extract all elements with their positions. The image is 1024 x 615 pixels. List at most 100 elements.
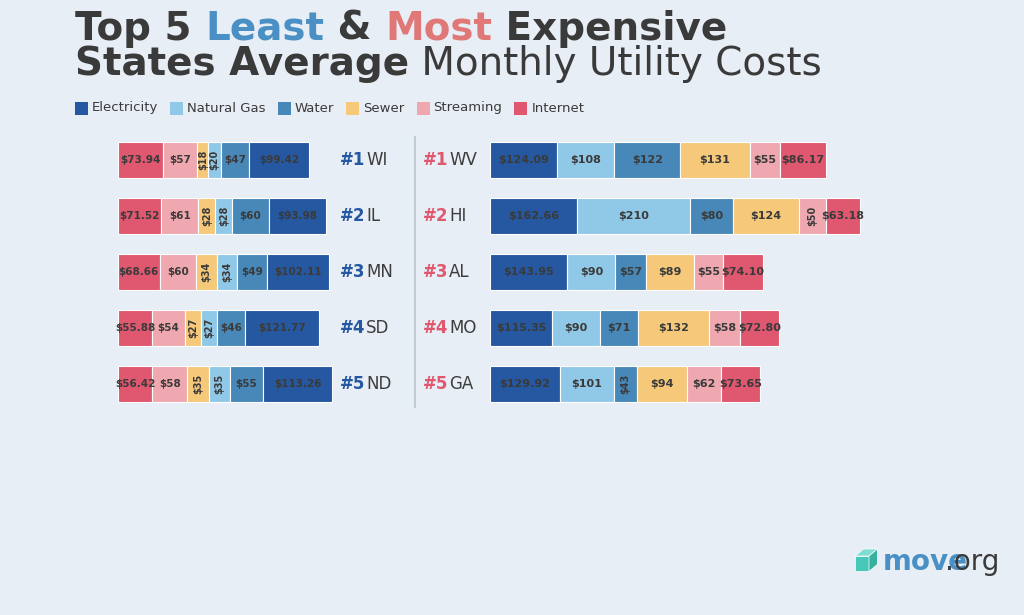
Text: $68.66: $68.66 xyxy=(119,267,159,277)
FancyBboxPatch shape xyxy=(690,198,733,234)
Text: $89: $89 xyxy=(658,267,682,277)
FancyBboxPatch shape xyxy=(199,198,215,234)
FancyBboxPatch shape xyxy=(215,198,232,234)
Text: $113.26: $113.26 xyxy=(273,379,322,389)
FancyBboxPatch shape xyxy=(267,254,329,290)
Text: MN: MN xyxy=(366,263,393,281)
Text: $34: $34 xyxy=(222,262,232,282)
Text: $210: $210 xyxy=(618,211,649,221)
Text: $108: $108 xyxy=(570,155,601,165)
FancyBboxPatch shape xyxy=(490,254,567,290)
Text: #4: #4 xyxy=(340,319,366,337)
Text: $18: $18 xyxy=(198,150,208,170)
FancyBboxPatch shape xyxy=(230,366,263,402)
Text: $35: $35 xyxy=(194,374,203,394)
Text: $124.09: $124.09 xyxy=(498,155,549,165)
FancyBboxPatch shape xyxy=(217,254,238,290)
Text: $94: $94 xyxy=(650,379,674,389)
FancyBboxPatch shape xyxy=(198,142,208,178)
FancyBboxPatch shape xyxy=(153,366,187,402)
Text: IL: IL xyxy=(366,207,380,225)
Text: $73.94: $73.94 xyxy=(120,155,161,165)
Text: GA: GA xyxy=(449,375,473,393)
Text: $61: $61 xyxy=(169,211,190,221)
Text: $71.52: $71.52 xyxy=(120,211,160,221)
FancyBboxPatch shape xyxy=(278,102,291,115)
Text: $102.11: $102.11 xyxy=(274,267,322,277)
Text: Top 5: Top 5 xyxy=(75,10,205,48)
Text: $74.10: $74.10 xyxy=(722,267,765,277)
FancyBboxPatch shape xyxy=(490,142,557,178)
Text: $143.95: $143.95 xyxy=(503,267,554,277)
Text: $57: $57 xyxy=(169,155,191,165)
Text: SD: SD xyxy=(366,319,389,337)
Text: #1: #1 xyxy=(340,151,366,169)
Text: $73.65: $73.65 xyxy=(719,379,762,389)
Text: $122: $122 xyxy=(632,155,663,165)
Text: #5: #5 xyxy=(340,375,366,393)
FancyBboxPatch shape xyxy=(687,366,721,402)
Text: $56.42: $56.42 xyxy=(115,379,156,389)
Text: $57: $57 xyxy=(620,267,642,277)
FancyBboxPatch shape xyxy=(75,102,88,115)
Text: #2: #2 xyxy=(423,207,449,225)
FancyBboxPatch shape xyxy=(160,254,196,290)
Text: $93.98: $93.98 xyxy=(278,211,317,221)
Text: .org: .org xyxy=(945,548,999,576)
FancyBboxPatch shape xyxy=(217,310,246,346)
Text: $55: $55 xyxy=(754,155,776,165)
Text: $47: $47 xyxy=(224,155,246,165)
Text: #5: #5 xyxy=(423,375,449,393)
FancyBboxPatch shape xyxy=(514,102,527,115)
FancyBboxPatch shape xyxy=(263,366,332,402)
FancyBboxPatch shape xyxy=(184,310,201,346)
Text: $35: $35 xyxy=(214,374,224,394)
FancyBboxPatch shape xyxy=(709,310,740,346)
Text: $27: $27 xyxy=(187,318,198,338)
FancyBboxPatch shape xyxy=(170,102,183,115)
Text: #1: #1 xyxy=(423,151,449,169)
Text: $20: $20 xyxy=(210,150,219,170)
Text: $131: $131 xyxy=(699,155,730,165)
Text: Electricity: Electricity xyxy=(92,101,159,114)
Text: $27: $27 xyxy=(204,318,214,338)
FancyBboxPatch shape xyxy=(417,102,429,115)
Text: $124: $124 xyxy=(751,211,781,221)
Text: $80: $80 xyxy=(699,211,723,221)
Text: $55: $55 xyxy=(236,379,257,389)
FancyBboxPatch shape xyxy=(560,366,613,402)
Text: $46: $46 xyxy=(220,323,243,333)
FancyBboxPatch shape xyxy=(118,366,153,402)
FancyBboxPatch shape xyxy=(779,142,826,178)
FancyBboxPatch shape xyxy=(220,142,249,178)
Text: Least: Least xyxy=(205,10,324,48)
Text: Water: Water xyxy=(295,101,334,114)
Text: $90: $90 xyxy=(564,323,588,333)
Text: $71: $71 xyxy=(607,323,631,333)
FancyBboxPatch shape xyxy=(152,310,184,346)
FancyBboxPatch shape xyxy=(163,142,198,178)
Text: Internet: Internet xyxy=(531,101,585,114)
Text: #3: #3 xyxy=(423,263,449,281)
Text: Natural Gas: Natural Gas xyxy=(187,101,266,114)
FancyBboxPatch shape xyxy=(613,366,637,402)
Text: $86.17: $86.17 xyxy=(781,155,824,165)
Text: $101: $101 xyxy=(571,379,602,389)
FancyBboxPatch shape xyxy=(600,310,638,346)
FancyBboxPatch shape xyxy=(118,142,163,178)
FancyBboxPatch shape xyxy=(721,366,760,402)
Text: #3: #3 xyxy=(340,263,366,281)
Text: $129.92: $129.92 xyxy=(500,379,550,389)
FancyBboxPatch shape xyxy=(162,198,199,234)
FancyBboxPatch shape xyxy=(800,198,826,234)
Text: WV: WV xyxy=(449,151,477,169)
Text: AL: AL xyxy=(449,263,470,281)
Text: move: move xyxy=(883,548,968,576)
FancyBboxPatch shape xyxy=(490,198,578,234)
FancyBboxPatch shape xyxy=(680,142,751,178)
FancyBboxPatch shape xyxy=(209,366,230,402)
FancyBboxPatch shape xyxy=(694,254,723,290)
FancyBboxPatch shape xyxy=(567,254,615,290)
Polygon shape xyxy=(855,549,878,556)
FancyBboxPatch shape xyxy=(490,310,552,346)
